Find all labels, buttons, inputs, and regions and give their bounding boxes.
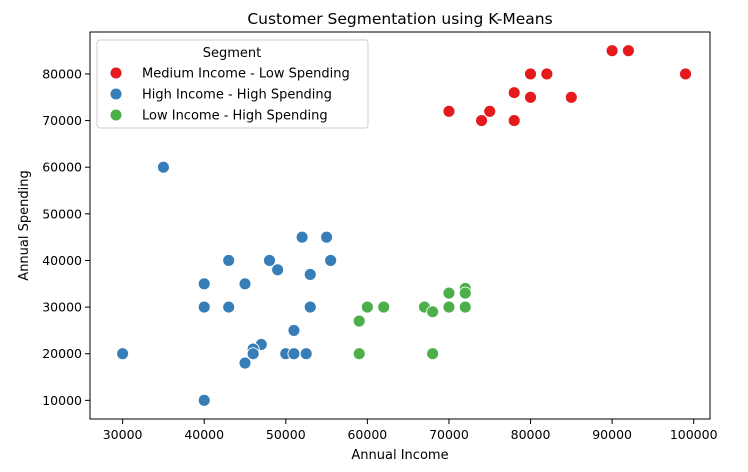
data-point xyxy=(360,300,374,314)
data-point xyxy=(475,114,489,128)
legend-marker xyxy=(109,87,123,101)
data-point xyxy=(303,268,317,281)
data-point xyxy=(197,277,211,291)
y-tick-label: 80000 xyxy=(42,66,82,81)
y-tick-label: 10000 xyxy=(42,393,82,408)
data-point xyxy=(458,300,472,314)
data-point xyxy=(287,323,301,337)
y-tick-label: 40000 xyxy=(42,253,82,268)
plot-frame xyxy=(89,31,711,420)
data-point xyxy=(377,300,391,314)
data-point xyxy=(263,254,276,267)
data-point xyxy=(621,44,635,58)
data-point xyxy=(116,347,130,361)
data-point xyxy=(156,160,170,174)
data-point xyxy=(442,104,456,118)
data-point xyxy=(303,300,317,314)
y-tick-label: 70000 xyxy=(42,113,82,128)
x-tick-label: 90000 xyxy=(592,427,632,442)
legend-marker xyxy=(109,66,123,80)
legend-label: Low Income - High Spending xyxy=(142,109,328,124)
x-tick-label: 60000 xyxy=(347,427,387,442)
data-point xyxy=(197,393,211,407)
y-axis-label: Annual Spending xyxy=(17,170,32,280)
data-point xyxy=(605,44,619,58)
x-tick-label: 30000 xyxy=(103,427,143,442)
y-axis: 10000 20000 30000 40000 50000 60000 70000 80000 xyxy=(42,66,90,408)
x-tick-label: 80000 xyxy=(511,427,551,442)
data-point xyxy=(324,254,338,267)
data-point xyxy=(564,90,578,104)
legend-marker xyxy=(109,108,123,122)
data-point xyxy=(483,104,497,118)
data-point xyxy=(352,347,366,361)
data-point xyxy=(222,254,236,267)
data-point xyxy=(524,67,537,81)
data-point xyxy=(287,347,301,361)
data-point xyxy=(246,347,260,361)
data-point xyxy=(426,305,440,319)
y-tick-label: 60000 xyxy=(42,160,82,175)
data-point xyxy=(238,277,252,291)
data-point xyxy=(458,286,472,300)
data-point xyxy=(238,356,252,370)
legend-title: Segment xyxy=(203,46,262,61)
data-point xyxy=(524,90,537,104)
x-tick-label: 100000 xyxy=(670,427,718,442)
x-axis: 30000 40000 50000 60000 70000 80000 90000 10000… xyxy=(103,419,718,442)
x-tick-label: 40000 xyxy=(184,427,224,442)
points-layer xyxy=(116,44,692,407)
legend-label: High Income - High Spending xyxy=(142,88,332,103)
data-point xyxy=(679,67,692,81)
chart-title: Customer Segmentation using K-Means xyxy=(247,10,552,28)
legend-label: Medium Income - Low Spending xyxy=(142,67,350,82)
data-point xyxy=(442,300,456,314)
data-point xyxy=(295,230,309,244)
data-point xyxy=(299,347,313,361)
data-point xyxy=(197,300,211,314)
data-point xyxy=(426,347,440,361)
legend-entries: Medium Income - Low Spending High Income … xyxy=(109,66,350,124)
y-tick-label: 50000 xyxy=(42,206,82,221)
data-point xyxy=(320,230,334,244)
data-point xyxy=(442,286,456,300)
data-point xyxy=(507,86,521,100)
data-point xyxy=(540,67,554,81)
x-tick-label: 50000 xyxy=(266,427,306,442)
y-tick-label: 30000 xyxy=(42,300,82,315)
data-point xyxy=(222,300,236,314)
data-point xyxy=(507,114,521,128)
legend-box xyxy=(96,39,369,129)
data-point xyxy=(271,263,285,277)
x-tick-label: 70000 xyxy=(429,427,469,442)
y-tick-label: 20000 xyxy=(42,346,82,361)
x-axis-label: Annual Income xyxy=(351,448,448,463)
legend: Segment Medium Income - Low Spending High… xyxy=(96,39,369,129)
data-point xyxy=(352,314,366,328)
